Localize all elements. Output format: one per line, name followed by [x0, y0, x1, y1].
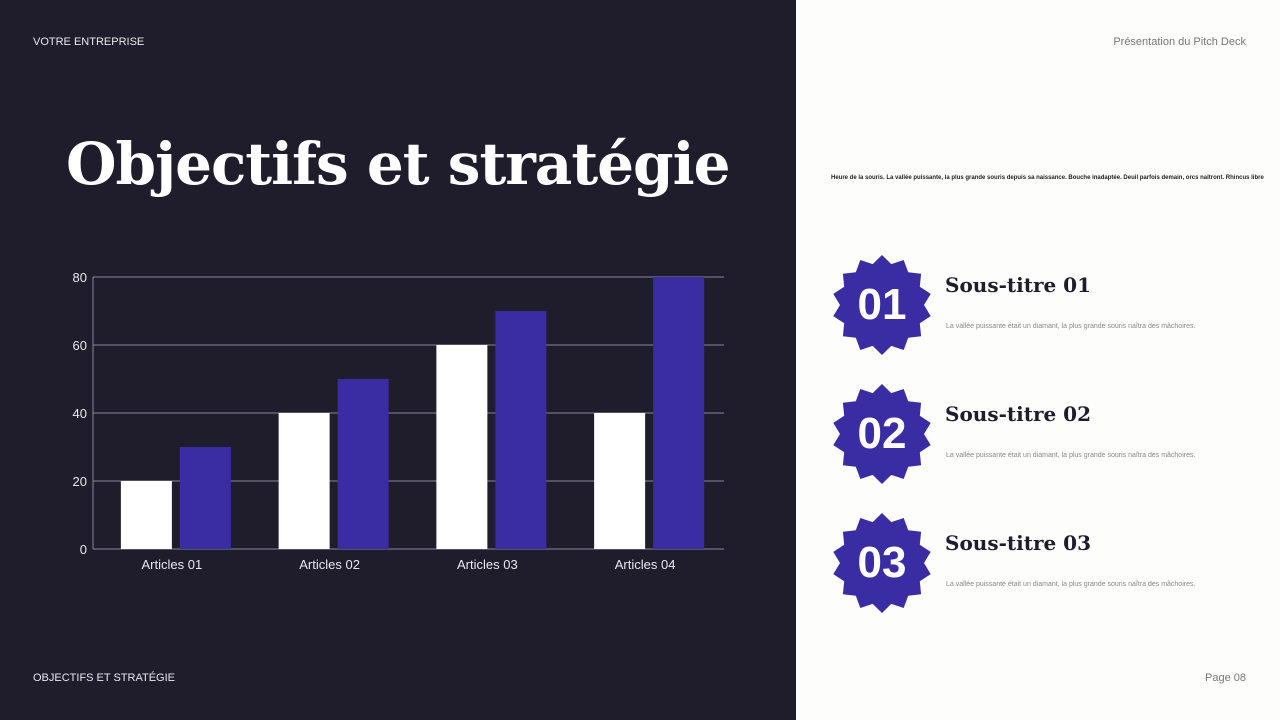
bar: [436, 345, 488, 549]
starburst-badge-icon: 02: [832, 384, 932, 484]
badge-number: 03: [857, 538, 907, 587]
y-tick-label: 60: [73, 338, 87, 353]
bar-chart: 0 20 40 60 80 Articles 01 Articles 02 Articles …: [73, 270, 724, 572]
item-subtitle: Sous-titre 03: [945, 531, 1092, 555]
list-item: 01 Sous-titre 01 La vallée puissante éta…: [832, 255, 1272, 355]
bar: [495, 311, 547, 549]
company-name: VOTRE ENTREPRISE: [33, 36, 145, 48]
starburst-badge-icon: 01: [832, 255, 932, 355]
y-tick-label: 20: [73, 474, 87, 489]
x-tick-label: Articles 02: [299, 557, 360, 572]
item-text: La vallée puissante était un diamant, la…: [946, 452, 1196, 459]
item-subtitle: Sous-titre 01: [945, 273, 1092, 297]
deck-title: Présentation du Pitch Deck: [1113, 36, 1246, 48]
item-text: La vallée puissante était un diamant, la…: [946, 581, 1196, 588]
intro-text: Heure de la souris. La vallée puissante,…: [831, 175, 1264, 181]
item-subtitle: Sous-titre 02: [945, 402, 1092, 426]
x-tick-label: Articles 03: [457, 557, 518, 572]
y-tick-label: 40: [73, 406, 87, 421]
item-text: La vallée puissante était un diamant, la…: [946, 323, 1196, 330]
y-tick-label: 0: [80, 542, 87, 557]
footer-section: OBJECTIFS ET STRATÉGIE: [33, 672, 176, 684]
bar: [337, 379, 389, 549]
page-title: Objectifs et stratégie: [66, 130, 731, 198]
x-tick-label: Articles 04: [615, 557, 676, 572]
x-tick-label: Articles 01: [142, 557, 203, 572]
page-number: Page 08: [1205, 672, 1246, 684]
badge-number: 01: [857, 280, 907, 329]
starburst-badge-icon: 03: [832, 513, 932, 613]
list-item: 02 Sous-titre 02 La vallée puissante éta…: [832, 384, 1272, 484]
list-item: 03 Sous-titre 03 La vallée puissante éta…: [832, 513, 1272, 613]
bar: [278, 413, 330, 549]
bar: [653, 277, 705, 549]
bar: [179, 447, 231, 549]
y-tick-label: 80: [73, 270, 87, 285]
bar: [594, 413, 646, 549]
bar: [120, 481, 172, 549]
badge-number: 02: [857, 409, 907, 458]
